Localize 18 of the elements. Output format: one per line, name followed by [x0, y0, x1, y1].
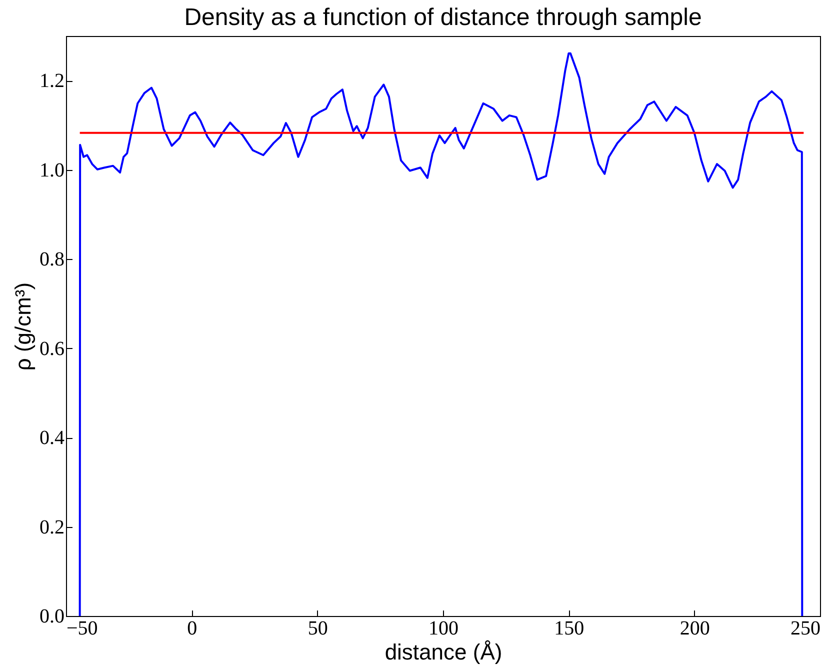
y-tick-label: 0.8 [40, 248, 64, 271]
x-tick-label: 0 [187, 618, 198, 640]
y-tick-label: 0.2 [40, 516, 64, 538]
y-tick-label: 0.4 [40, 427, 64, 450]
x-tick-label: 50 [308, 618, 328, 640]
x-tick-label: 250 [790, 618, 820, 640]
line-series [78, 52, 804, 616]
chart-title: Density as a function of distance through sample [184, 4, 702, 31]
y-axis-title: ρ (g/cm³) [10, 282, 36, 371]
x-tick-label: 150 [554, 618, 584, 640]
y-tick-label: 0.0 [40, 606, 64, 628]
y-tick-label: 0.6 [40, 338, 64, 360]
x-tick-label: −50 [66, 618, 98, 640]
x-axis-title: distance (Å) [384, 640, 502, 664]
y-tick-label: 1.0 [40, 159, 64, 182]
y-tick-label: 1.2 [40, 70, 64, 92]
x-tick-label: 100 [428, 618, 458, 640]
x-tick-label: 200 [680, 618, 710, 640]
